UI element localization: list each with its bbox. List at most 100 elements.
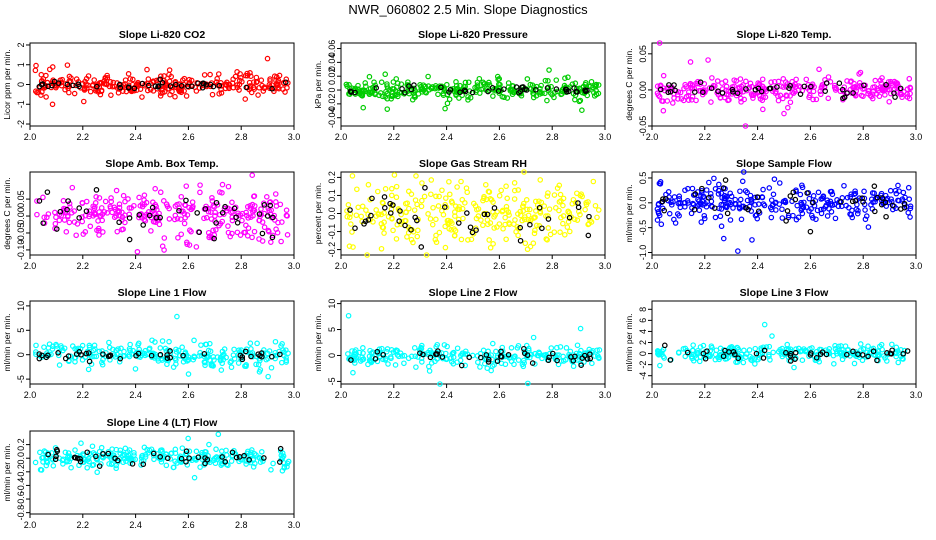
reference-point xyxy=(458,362,465,369)
data-point xyxy=(703,187,710,193)
data-point xyxy=(391,172,398,178)
data-point xyxy=(236,347,242,354)
data-point xyxy=(392,362,399,368)
x-tick-label: 2.2 xyxy=(77,390,90,400)
data-point xyxy=(508,345,515,351)
y-tick-label: 2 xyxy=(638,340,648,345)
data-point xyxy=(250,209,256,215)
data-point xyxy=(473,89,479,95)
reference-point xyxy=(96,463,103,469)
data-point xyxy=(150,78,157,85)
data-point xyxy=(776,180,783,186)
y-tick-label: -0.2 xyxy=(327,242,337,258)
reference-point xyxy=(276,459,283,465)
data-point xyxy=(851,360,858,367)
reference-point xyxy=(86,358,93,365)
reference-point xyxy=(715,88,721,95)
data-point xyxy=(577,325,584,332)
reference-point xyxy=(348,89,355,95)
reference-point xyxy=(573,88,579,95)
x-tick-label: 2.6 xyxy=(493,261,506,271)
data-point xyxy=(656,40,663,46)
data-point xyxy=(190,203,196,210)
data-point xyxy=(380,224,387,231)
data-point xyxy=(96,195,103,201)
data-point xyxy=(806,195,813,202)
x-tick-label: 3.0 xyxy=(599,261,612,271)
data-point xyxy=(505,80,512,86)
data-point xyxy=(50,462,57,469)
data-point xyxy=(592,353,598,359)
data-point xyxy=(255,92,261,98)
data-point xyxy=(689,93,696,100)
data-point xyxy=(393,236,400,242)
data-point xyxy=(96,227,102,234)
data-point xyxy=(523,342,530,349)
data-point xyxy=(661,355,668,361)
data-point xyxy=(231,346,237,353)
reference-point xyxy=(414,217,420,224)
reference-point xyxy=(438,84,444,91)
data-point xyxy=(594,214,600,221)
data-point xyxy=(727,217,734,223)
data-point xyxy=(33,62,39,69)
data-point xyxy=(219,189,225,196)
data-point xyxy=(441,342,448,348)
data-point xyxy=(831,361,837,367)
data-point xyxy=(862,216,869,223)
reference-point xyxy=(513,84,520,90)
reference-point xyxy=(194,210,200,216)
panel-10: Slope Line 4 (LT) Flow 2.0 2.2 2.4 2.6 2.8 3.0… xyxy=(2,417,300,530)
data-point xyxy=(43,458,50,464)
data-point xyxy=(218,448,225,454)
data-point xyxy=(904,91,911,97)
y-tick-label: 0.0 xyxy=(638,197,648,210)
y-tick-label: 4 xyxy=(638,329,648,334)
data-point xyxy=(655,350,661,357)
reference-point xyxy=(372,356,379,362)
data-point xyxy=(693,355,700,362)
y-tick-label: 6 xyxy=(638,318,648,323)
data-point xyxy=(760,94,766,100)
data-point xyxy=(212,460,219,467)
data-point xyxy=(785,104,791,111)
data-point xyxy=(533,83,540,90)
data-point xyxy=(545,225,552,231)
reference-point xyxy=(657,86,664,93)
y-tick-label: -0.4 xyxy=(16,478,26,494)
reference-point xyxy=(700,350,707,357)
x-tick-label: 2.6 xyxy=(804,390,817,400)
data-point xyxy=(660,107,667,114)
reference-point xyxy=(735,355,741,362)
data-point xyxy=(278,359,285,366)
data-point xyxy=(459,350,466,356)
x-tick-label: 2.0 xyxy=(335,132,348,142)
data-point xyxy=(687,59,694,65)
data-point xyxy=(276,72,283,79)
data-point xyxy=(495,81,502,88)
reference-point xyxy=(517,237,524,244)
data-point xyxy=(426,368,433,374)
data-point xyxy=(566,228,573,235)
data-point xyxy=(179,344,185,351)
reference-point xyxy=(784,208,791,214)
data-point xyxy=(56,348,62,355)
reference-point xyxy=(397,208,403,214)
data-point xyxy=(345,312,352,319)
data-point xyxy=(817,91,824,98)
data-point xyxy=(114,228,121,235)
data-point xyxy=(266,348,273,354)
data-point xyxy=(381,210,387,216)
data-point xyxy=(570,363,577,370)
data-point xyxy=(152,185,158,192)
data-point xyxy=(157,345,164,351)
reference-point xyxy=(897,85,904,92)
data-point xyxy=(79,200,86,206)
data-point xyxy=(435,203,442,209)
data-point xyxy=(697,200,704,206)
reference-point xyxy=(433,351,439,358)
data-point xyxy=(657,178,664,185)
data-point xyxy=(484,81,490,88)
data-point xyxy=(739,178,746,185)
data-point xyxy=(814,207,821,214)
